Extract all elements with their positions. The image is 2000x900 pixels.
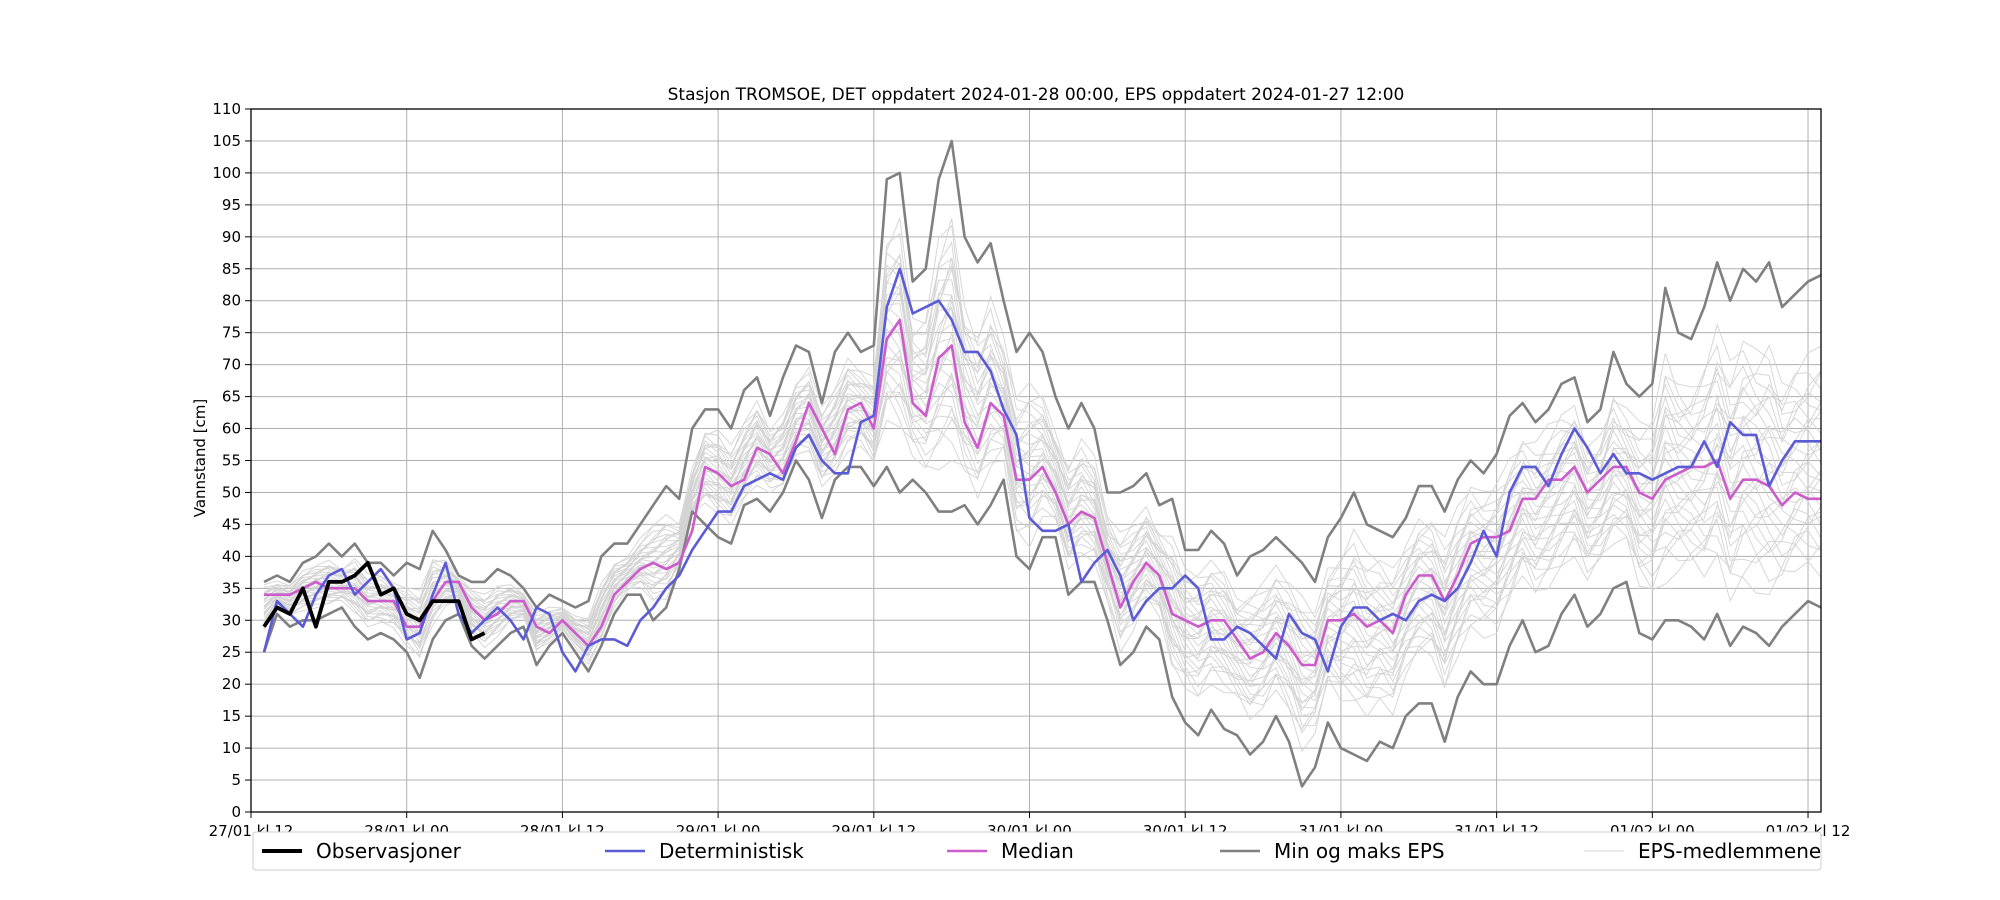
y-tick-label: 70 [222,356,241,374]
y-tick-label: 30 [222,611,241,629]
y-tick-label: 5 [231,771,241,789]
eps-member-line [263,252,1822,646]
y-tick-label: 10 [222,739,241,757]
eps-member-lines [263,216,1822,753]
eps-max-line [263,139,1822,609]
y-tick-label: 55 [222,452,241,470]
y-tick-label: 50 [222,483,241,501]
y-tick-label: 95 [222,196,241,214]
y-axis-label: Vannstand [cm] [191,399,209,518]
y-tick-label: 60 [222,420,241,438]
y-tick-label: 75 [222,324,241,342]
median-line [264,318,1821,667]
y-tick-label: 65 [222,388,241,406]
eps-member-line [263,382,1822,706]
chart-title: Stasjon TROMSOE, DET oppdatert 2024-01-2… [668,85,1405,105]
y-tick-label: 0 [231,803,241,821]
eps-min-line [262,459,1822,788]
legend-label: Observasjoner [316,839,462,863]
legend-frame [252,831,1822,871]
y-tick-label: 110 [212,100,241,118]
eps-member-line [263,327,1822,685]
eps-member-line [263,391,1822,731]
y-tick-label: 90 [222,228,241,246]
eps-member-line [263,323,1822,678]
y-tick-label: 100 [212,164,241,182]
y-tick-label: 35 [222,579,241,597]
y-tick-label: 85 [222,260,241,278]
observations-line [262,560,486,642]
y-axis-ticks: 0 5 10 15 20 25 30 35 40 45 50 55 60 65 70 75 80 85 90 95 10… [212,100,251,821]
legend: Observasjoner Deterministisk Median Min og … [262,839,1821,863]
eps-member-line [263,355,1822,695]
y-tick-label: 15 [222,707,241,725]
legend-label: EPS-medlemmene [1638,839,1821,863]
legend-label: Deterministisk [659,839,804,863]
legend-label: Min og maks EPS [1274,839,1445,863]
y-tick-label: 80 [222,292,241,310]
grid-lines [250,108,1821,813]
eps-member-line [263,224,1822,622]
legend-label: Median [1001,839,1074,863]
y-tick-label: 105 [212,132,241,150]
deterministic-line [262,267,1821,673]
y-tick-label: 40 [222,547,241,565]
eps-member-line [263,216,1822,635]
series-lines [262,139,1822,788]
y-tick-label: 45 [222,515,241,533]
eps-member-line [263,317,1822,686]
y-tick-label: 20 [222,675,241,693]
eps-member-line [263,403,1822,721]
y-tick-label: 25 [222,643,241,661]
